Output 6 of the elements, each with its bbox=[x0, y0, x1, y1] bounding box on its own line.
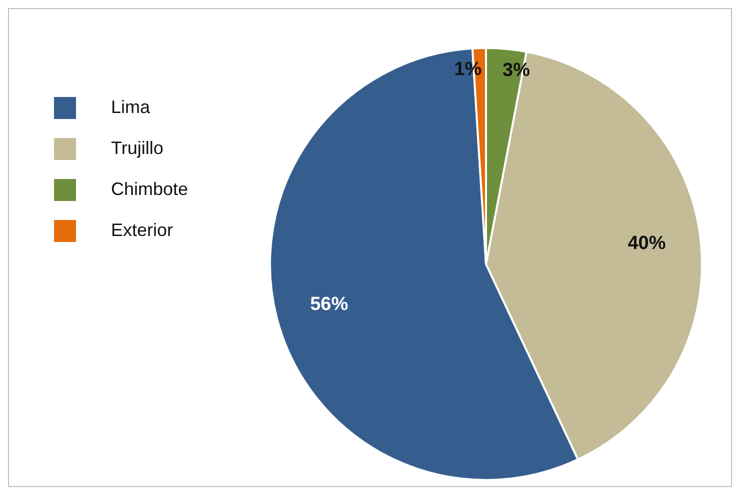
legend-label: Lima bbox=[111, 97, 150, 118]
data-label: 56% bbox=[310, 294, 348, 315]
legend-label: Exterior bbox=[111, 220, 174, 241]
legend-label: Trujillo bbox=[111, 138, 164, 159]
legend-label: Chimbote bbox=[111, 179, 188, 200]
data-label: 40% bbox=[628, 233, 666, 254]
